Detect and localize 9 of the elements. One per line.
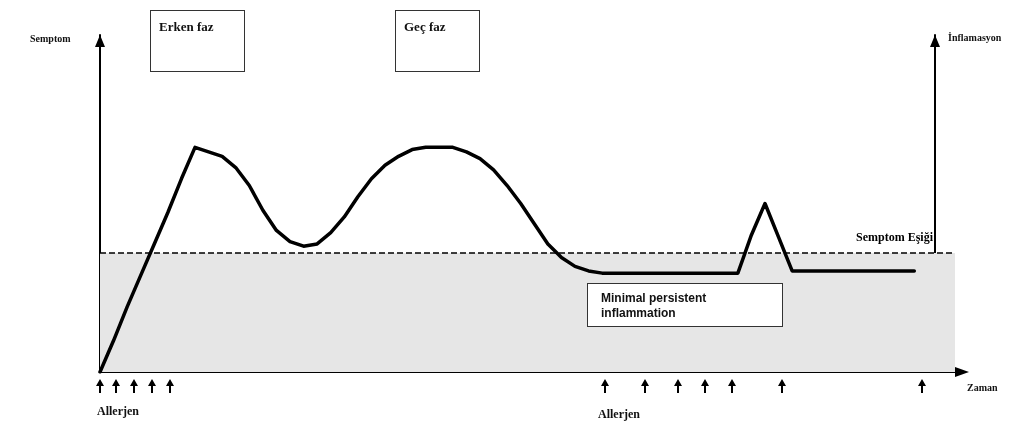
text-box: Erken faz [150, 10, 245, 72]
text: Allerjen [97, 404, 139, 419]
text: Allerjen [598, 407, 640, 422]
ref-line-label: Semptom Eşiği [855, 229, 934, 244]
text-box: Minimal persistent inflammation [587, 283, 783, 327]
text-box: Geç faz [395, 10, 480, 72]
x-axis-title: Zaman [967, 381, 998, 393]
text: İnflamasyon [948, 31, 1002, 44]
text: Semptom [30, 32, 71, 45]
